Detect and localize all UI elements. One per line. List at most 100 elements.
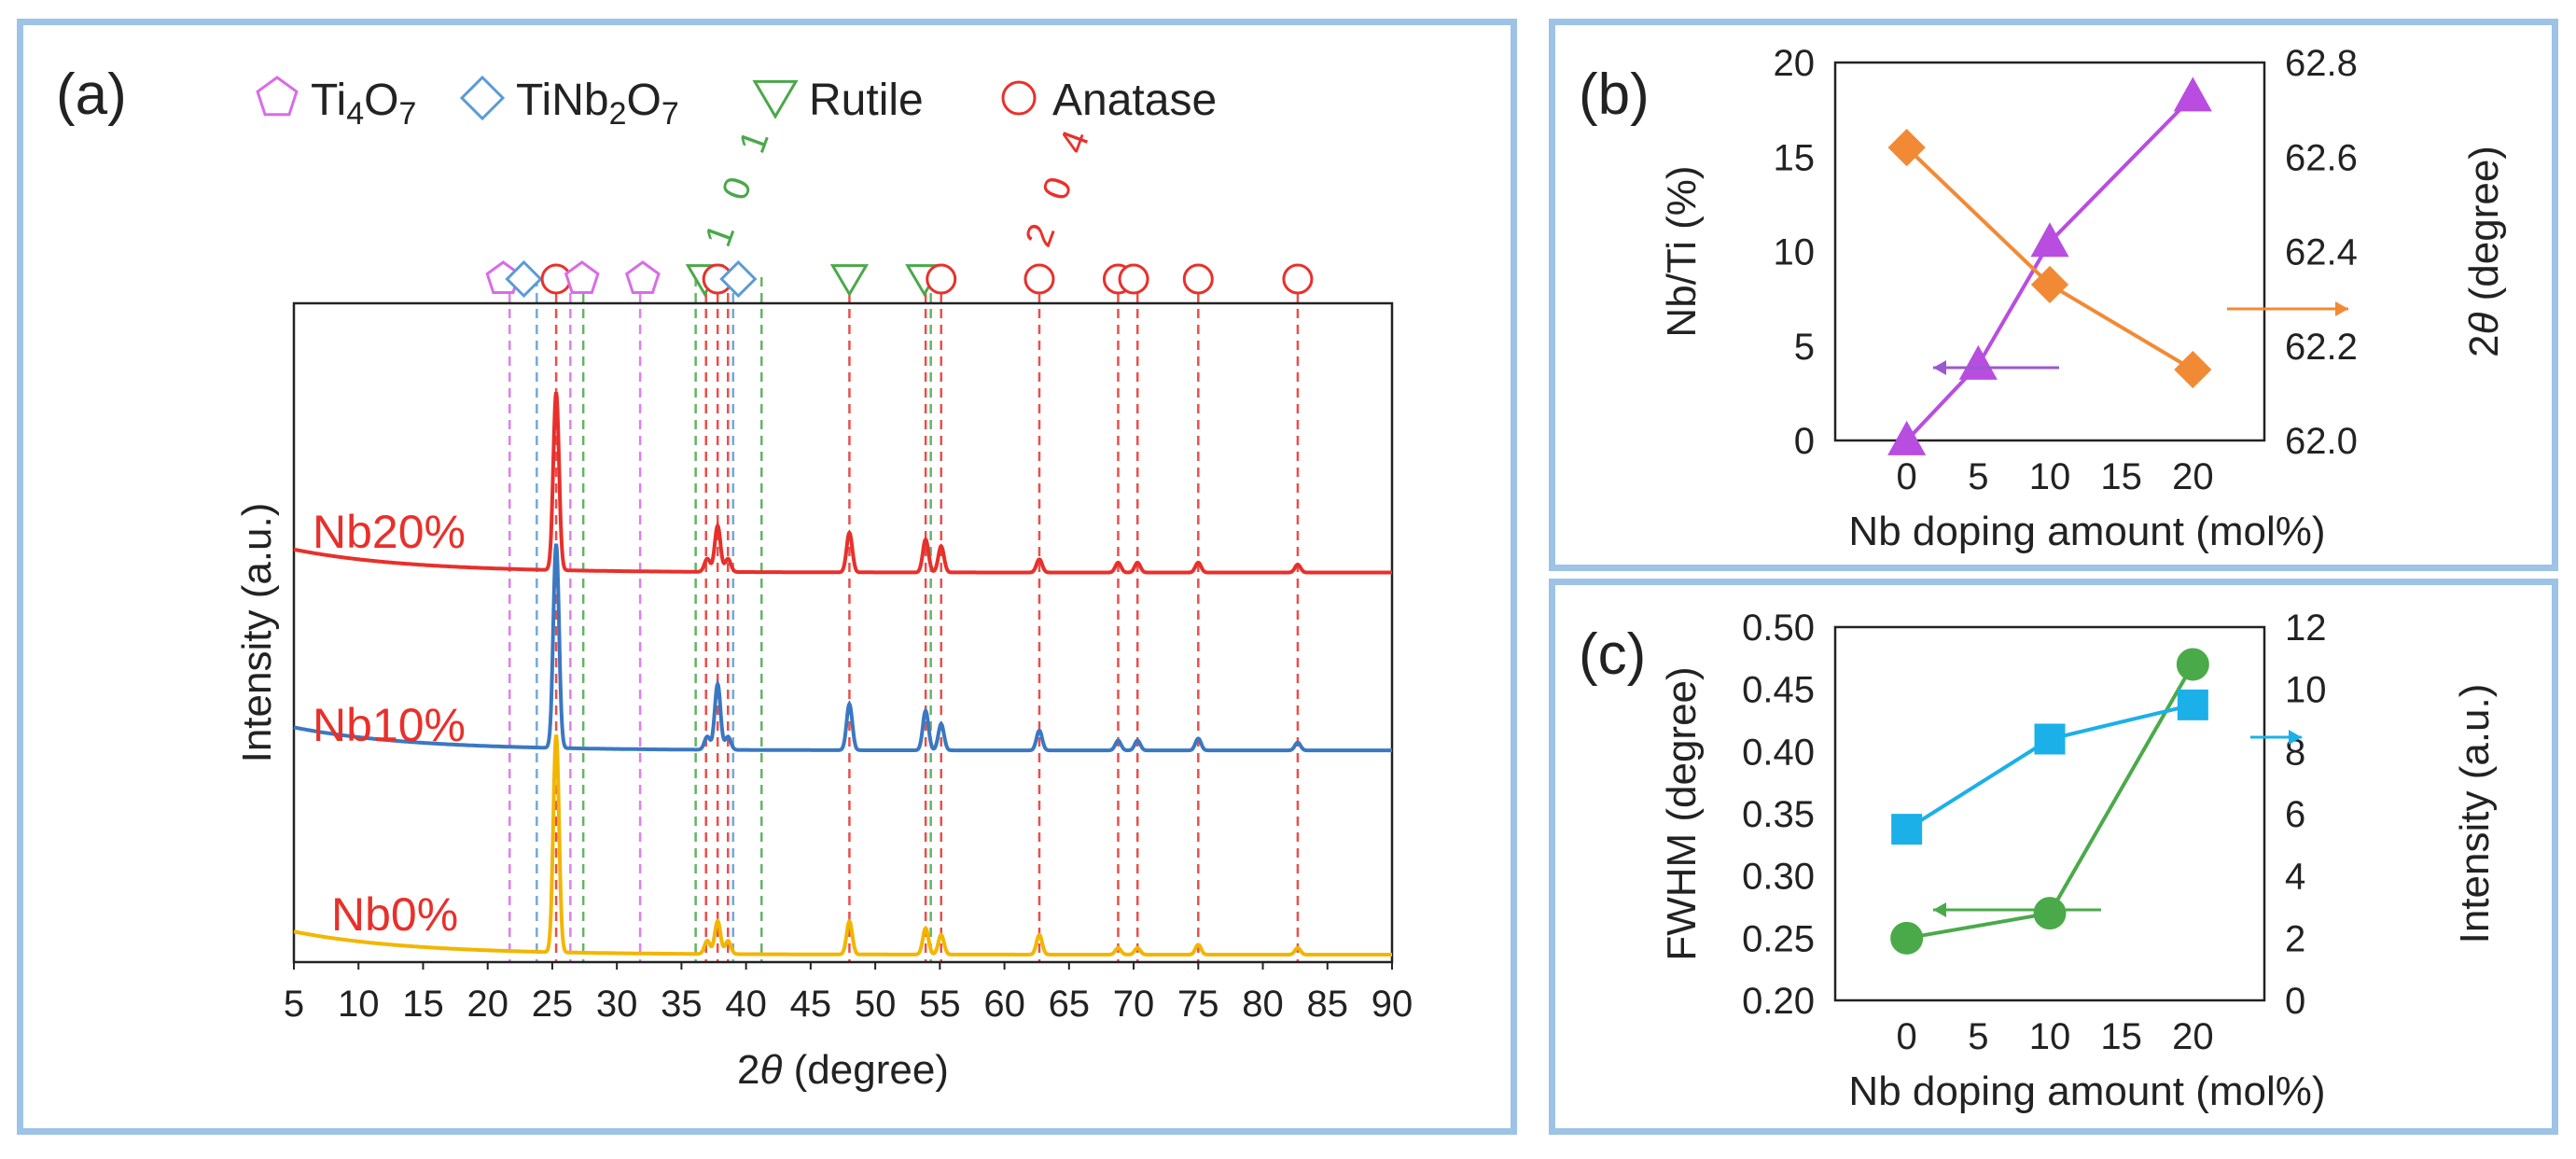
data-point-Nb/Ti bbox=[1958, 344, 1998, 380]
y-right-tick-label: 62.0 bbox=[2285, 421, 2358, 462]
y-left-tick-label: 0.50 bbox=[1742, 607, 1815, 649]
data-point-2theta bbox=[2030, 265, 2069, 304]
y-right-tick-label: 10 bbox=[2285, 670, 2327, 711]
arrow-head bbox=[2289, 730, 2302, 745]
legend-item: Anatase bbox=[1001, 76, 1217, 125]
x-tick-label: 75 bbox=[1177, 984, 1219, 1025]
y-right-tick-label: 0 bbox=[2285, 981, 2305, 1022]
phase-marker bbox=[505, 259, 543, 299]
arrow-head bbox=[1933, 360, 1946, 375]
series-curve-Nb10 bbox=[293, 543, 1392, 753]
x-tick-label: 40 bbox=[725, 984, 767, 1025]
x-tick-label: 5 bbox=[284, 984, 304, 1025]
y-left-axis-label: Nb/Ti (%) bbox=[1659, 165, 1705, 337]
phase-marker bbox=[1182, 263, 1214, 295]
x-tick-label: 0 bbox=[1897, 1016, 1917, 1057]
x-tick-label: 20 bbox=[466, 984, 508, 1025]
data-point-2theta bbox=[1887, 129, 1926, 167]
y-right-tick-label: 62.4 bbox=[2285, 232, 2358, 273]
axis-arrow bbox=[2227, 301, 2348, 316]
x-tick-label: 5 bbox=[1968, 1016, 1988, 1057]
axis-arrow bbox=[2250, 730, 2302, 745]
x-tick-label: 65 bbox=[1049, 984, 1091, 1025]
legend-label: TiNb2O7 bbox=[516, 76, 679, 132]
axis-arrow bbox=[1933, 360, 2059, 375]
legend-item: Ti4O7 bbox=[256, 76, 416, 132]
plot-frame bbox=[1833, 625, 2266, 1002]
x-tick-label: 35 bbox=[661, 984, 703, 1025]
phase-marker bbox=[564, 260, 600, 295]
data-point-2theta bbox=[2174, 350, 2212, 389]
fwhm-intensity-chart: (c) 0 5 10 15 20 0.20 0.25 0.30 0.35 0.40 0.45 0.50 0… bbox=[1579, 607, 2498, 1114]
series-label: Nb10% bbox=[313, 699, 466, 751]
x-tick-label: 15 bbox=[2100, 1016, 2142, 1057]
x-tick-label: 70 bbox=[1113, 984, 1155, 1025]
x-tick-label: 55 bbox=[919, 984, 961, 1025]
y-axis-label: Intensity (a.u.) bbox=[234, 503, 280, 763]
y-left-tick-label: 0.20 bbox=[1742, 981, 1815, 1022]
plot-frame bbox=[292, 301, 1394, 964]
legend-marker-circle bbox=[1001, 80, 1037, 116]
x-tick-label: 90 bbox=[1372, 984, 1413, 1025]
y-left-tick-label: 0 bbox=[1794, 421, 1815, 462]
legend-marker-diamond bbox=[459, 75, 506, 121]
phase-marker bbox=[1282, 263, 1314, 295]
legend-marker-pentagon bbox=[256, 76, 299, 117]
panel-a: (a) Ti4O7 TiNb2O7 Rutile Anatase 1 0 1 2 0 4 Nb… bbox=[17, 19, 1517, 1135]
y-left-tick-label: 0.30 bbox=[1742, 857, 1815, 898]
series-line-Intensity bbox=[1905, 703, 2193, 831]
legend-item: Rutile bbox=[752, 76, 924, 125]
panel-label: (b) bbox=[1579, 63, 1650, 127]
y-left-tick-label: 0.40 bbox=[1742, 732, 1815, 773]
y-left-tick-label: 0.45 bbox=[1742, 670, 1815, 711]
data-point-FWHM bbox=[2176, 648, 2209, 681]
plot-frame bbox=[1833, 61, 2266, 442]
y-right-tick-label: 2 bbox=[2285, 918, 2305, 959]
x-tick-label: 20 bbox=[2172, 456, 2214, 497]
x-tick-label: 20 bbox=[2172, 1016, 2214, 1057]
legend-label: Anatase bbox=[1052, 76, 1217, 125]
data-point-Intensity bbox=[1891, 814, 1923, 845]
phase-marker bbox=[1118, 263, 1149, 295]
y-right-tick-label: 6 bbox=[2285, 794, 2305, 835]
data-point-Nb/Ti bbox=[2173, 77, 2212, 112]
x-tick-label: 0 bbox=[1897, 456, 1917, 497]
series-curve-Nb0 bbox=[293, 734, 1392, 957]
y-right-tick-label: 62.8 bbox=[2285, 43, 2358, 84]
legend-item: TiNb2O7 bbox=[459, 75, 679, 132]
data-point-Intensity bbox=[2177, 689, 2208, 720]
panel-c: (c) 0 5 10 15 20 0.20 0.25 0.30 0.35 0.40 0.45 0.50 0… bbox=[1549, 579, 2558, 1135]
xrd-chart: (a) Ti4O7 TiNb2O7 Rutile Anatase 1 0 1 2 0 4 Nb… bbox=[56, 63, 1413, 1093]
phase-marker bbox=[926, 263, 957, 295]
y-right-axis-label: Intensity (a.u.) bbox=[2452, 684, 2498, 944]
legend-label: Rutile bbox=[809, 76, 924, 125]
phase-marker bbox=[1023, 263, 1055, 295]
x-tick-label: 60 bbox=[983, 984, 1025, 1025]
arrow-head bbox=[2335, 301, 2348, 316]
x-axis-label: Nb doping amount (mol%) bbox=[1848, 509, 2325, 554]
y-left-axis-label: FWHM (degree) bbox=[1659, 666, 1705, 960]
x-tick-label: 15 bbox=[2100, 456, 2142, 497]
x-tick-label: 85 bbox=[1307, 984, 1349, 1025]
x-tick-label: 15 bbox=[402, 984, 444, 1025]
arrow-head bbox=[1933, 902, 1946, 917]
data-point-FWHM bbox=[2033, 897, 2067, 930]
phase-marker bbox=[540, 263, 572, 295]
y-right-tick-label: 4 bbox=[2285, 857, 2305, 898]
axis-arrow bbox=[1933, 902, 2101, 917]
panel-b: (b) 0 5 10 15 20 0 5 10 15 20 62.0 62.2 62.4 62.6 62.8 N… bbox=[1549, 19, 2558, 571]
x-tick-label: 30 bbox=[596, 984, 638, 1025]
y-right-tick-label: 62.2 bbox=[2285, 327, 2358, 368]
nbti-2theta-chart: (b) 0 5 10 15 20 0 5 10 15 20 62.0 62.2 62.4 62.6 62.8 N… bbox=[1579, 43, 2507, 554]
y-left-tick-label: 10 bbox=[1774, 232, 1816, 273]
legend-marker-triangle-down bbox=[752, 79, 799, 119]
series-line-2theta bbox=[1905, 146, 2194, 371]
y-left-tick-label: 20 bbox=[1774, 43, 1816, 84]
y-left-tick-label: 15 bbox=[1774, 137, 1816, 178]
x-axis-label: 2θ (degree) bbox=[737, 1047, 949, 1093]
x-tick-label: 25 bbox=[532, 984, 574, 1025]
x-tick-label: 45 bbox=[790, 984, 832, 1025]
phase-marker bbox=[719, 259, 758, 299]
series-label: Nb20% bbox=[313, 506, 466, 558]
series-curve-Nb20 bbox=[293, 392, 1392, 575]
